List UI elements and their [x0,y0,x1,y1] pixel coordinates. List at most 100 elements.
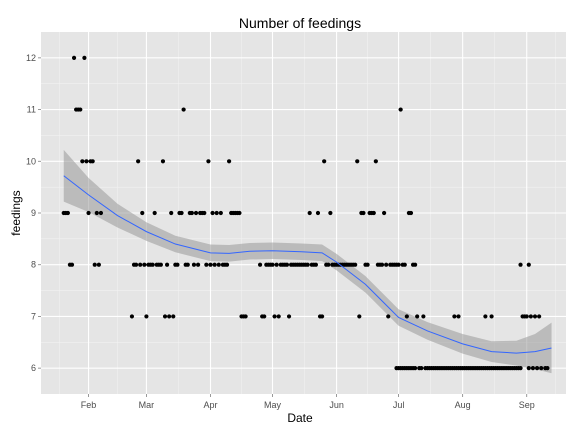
y-tick-label: 10 [26,156,36,166]
data-point [214,210,219,216]
data-point [274,262,279,267]
data-point [539,366,544,371]
data-point [530,366,536,371]
data-point [185,262,190,267]
data-point [518,262,523,267]
y-tick-label: 8 [31,260,36,270]
data-point [452,314,457,319]
data-point [216,262,221,267]
x-tick-label: Apr [203,400,217,410]
data-point [382,210,387,216]
chart-title: Number of feedings [239,15,361,31]
data-point [518,366,523,371]
data-point [545,366,550,371]
data-point [413,262,418,267]
data-point [307,210,312,216]
data-point [71,55,77,60]
data-point [129,314,135,319]
data-point [193,210,199,216]
data-point [204,262,209,267]
data-points-layer [61,55,550,371]
x-tick-label: Mar [139,400,155,410]
data-point [162,314,168,319]
data-point [208,262,213,267]
data-point [534,366,540,371]
data-point [402,262,407,267]
data-point [65,210,70,216]
data-point [164,262,170,267]
smooth-line-layer [63,175,552,354]
confidence-ribbon-layer [63,149,552,374]
data-point [456,314,461,319]
y-axis-ticks: 6 7 8 9 10 11 12 [26,53,41,373]
data-point [84,159,89,164]
data-point [270,262,275,267]
data-point [262,314,267,319]
data-point [357,314,362,319]
data-point [90,159,95,164]
data-point [419,366,424,371]
y-tick-label: 9 [31,208,36,218]
data-point [526,262,531,267]
data-point [142,262,147,267]
data-point [94,210,99,216]
data-point [532,314,538,319]
data-point [167,314,172,319]
y-tick-label: 7 [31,311,36,321]
data-point [80,159,85,164]
data-point [226,159,232,164]
data-point [528,314,533,319]
confidence-ribbon [63,149,552,374]
data-point [160,159,166,164]
data-point [315,210,321,216]
data-point [144,314,149,319]
data-point [96,262,101,267]
data-point [224,262,230,267]
data-point [78,107,83,112]
data-point [82,55,87,60]
x-axis-ticks: Feb Mar Apr May Jun Jul Aug Sep [81,394,535,410]
data-point [210,210,215,216]
data-point [421,314,426,319]
data-point [150,262,155,267]
y-tick-label: 12 [26,53,36,63]
data-point [272,314,277,319]
data-point [353,262,358,267]
data-point [179,210,184,216]
x-tick-label: May [264,400,282,410]
data-point [276,314,281,319]
data-point [175,262,180,267]
data-point [322,159,327,164]
smooth-trend-line [63,175,552,354]
data-point [537,314,542,319]
data-point [415,314,420,319]
x-tick-label: Feb [81,400,97,410]
data-point [237,210,242,216]
data-point [138,262,143,267]
data-point [379,262,385,267]
data-point [171,314,176,319]
data-point [140,210,145,216]
data-point [133,262,139,267]
data-point [404,314,409,319]
data-point [365,262,370,267]
y-axis-title: feedings [9,190,23,235]
data-point [320,314,325,319]
data-point [398,107,403,112]
data-point [243,314,248,319]
data-point [284,262,290,267]
data-point [524,314,529,319]
x-tick-label: Sep [519,400,535,410]
data-point [355,159,360,164]
y-tick-label: 6 [31,363,36,373]
data-point [202,210,207,216]
x-tick-label: Aug [455,400,471,410]
x-tick-label: Jun [329,400,344,410]
data-point [189,210,194,216]
data-point [326,262,331,267]
data-point [408,210,414,216]
data-point [373,159,378,164]
data-point [328,210,333,216]
data-point [98,210,104,216]
